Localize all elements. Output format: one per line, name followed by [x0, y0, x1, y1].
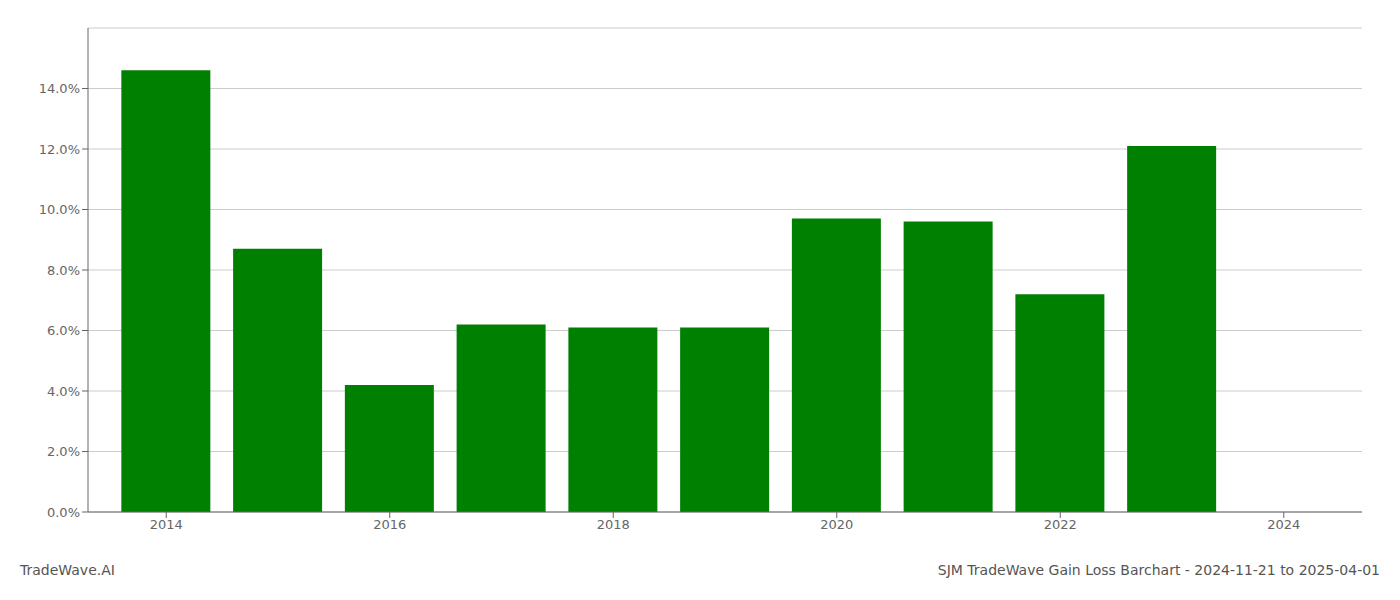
svg-text:0.0%: 0.0%	[47, 505, 80, 520]
svg-text:14.0%: 14.0%	[39, 81, 80, 96]
svg-text:10.0%: 10.0%	[39, 202, 80, 217]
html-text:SJM TradeWave Gain Loss Barcha: SJM TradeWave Gain Loss Barchart - 2024-…	[937, 562, 1380, 578]
svg-text:4.0%: 4.0%	[47, 384, 80, 399]
svg-text:2018: 2018	[597, 517, 630, 532]
svg-text:2022: 2022	[1044, 517, 1077, 532]
svg-text:12.0%: 12.0%	[39, 142, 80, 157]
svg-text:2024: 2024	[1267, 517, 1300, 532]
svg-text:2014: 2014	[150, 517, 183, 532]
svg-text:2.0%: 2.0%	[47, 444, 80, 459]
svg-text:8.0%: 8.0%	[47, 263, 80, 278]
html-text:TradeWave.AI: TradeWave.AI	[20, 562, 115, 578]
svg-text:2016: 2016	[373, 517, 406, 532]
svg-text:2020: 2020	[820, 517, 853, 532]
svg-text:6.0%: 6.0%	[47, 323, 80, 338]
